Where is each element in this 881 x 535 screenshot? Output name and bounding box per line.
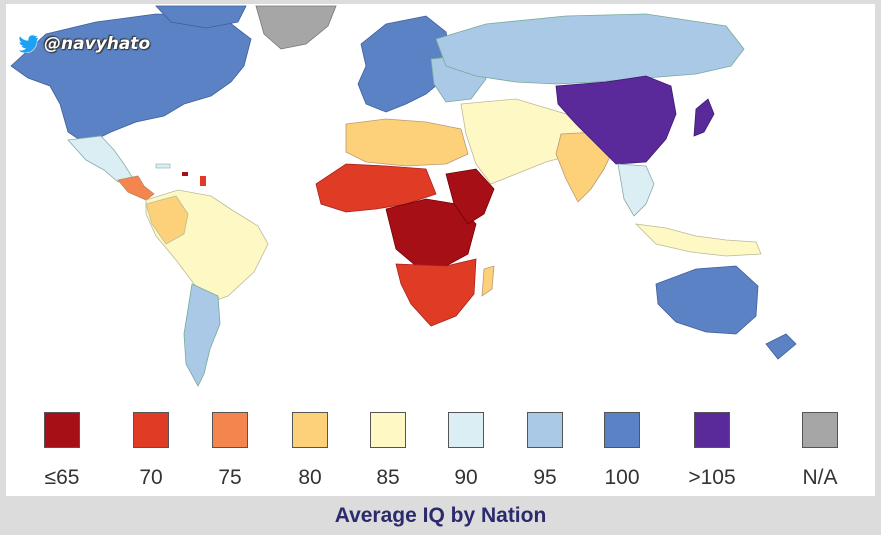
map-panel: @navyhato ≤65 70 75 80 85 90 95 100 >105… <box>6 4 875 496</box>
legend-swatch-85 <box>370 412 406 448</box>
region-europe <box>357 15 452 113</box>
twitter-bird-icon <box>18 35 40 53</box>
region-indonesia <box>634 223 762 257</box>
region-caribbean-1 <box>155 163 171 169</box>
legend-swatch-70 <box>133 412 169 448</box>
legend-label-85: 85 <box>376 466 400 489</box>
watermark: @navyhato <box>18 34 150 54</box>
region-middle-east <box>460 98 587 185</box>
legend-swatch-100 <box>604 412 640 448</box>
legend-label-95: 95 <box>533 466 557 489</box>
legend-label-na: N/A <box>802 466 838 489</box>
legend-label-90: 90 <box>454 466 478 489</box>
legend-swatch-75 <box>212 412 248 448</box>
legend-swatch-95 <box>527 412 563 448</box>
region-north-africa <box>345 118 469 167</box>
legend-swatch-90 <box>448 412 484 448</box>
legend-label-gt105: >105 <box>688 466 736 489</box>
region-greenland <box>255 5 337 50</box>
region-madagascar <box>481 265 495 297</box>
watermark-handle: @navyhato <box>44 34 151 54</box>
region-russia <box>435 13 745 85</box>
region-west-africa <box>315 163 437 213</box>
region-central-america <box>117 175 155 201</box>
legend-swatch-na <box>802 412 838 448</box>
region-southeast-asia <box>617 163 655 217</box>
legend-label-70: 70 <box>139 466 163 489</box>
legend-label-100: 100 <box>604 466 640 489</box>
legend-label-le65: ≤65 <box>44 466 80 489</box>
region-arctic-islands <box>155 5 247 29</box>
world-map <box>10 5 797 387</box>
region-central-africa <box>385 198 477 267</box>
region-east-africa <box>445 168 495 225</box>
legend-swatch-le65 <box>44 412 80 448</box>
region-caribbean-2 <box>200 176 206 186</box>
legend-label-80: 80 <box>298 466 322 489</box>
legend-swatch-80 <box>292 412 328 448</box>
legend-label-75: 75 <box>218 466 242 489</box>
region-east-asia <box>555 75 677 165</box>
region-south-america-south <box>183 283 221 387</box>
region-haiti <box>182 172 188 176</box>
region-southern-africa <box>395 258 477 327</box>
legend-swatch-gt105 <box>694 412 730 448</box>
region-new-zealand <box>765 333 797 360</box>
region-australia <box>655 265 759 335</box>
region-andes <box>145 195 189 245</box>
region-japan <box>693 98 715 137</box>
map-caption: Average IQ by Nation <box>334 504 547 527</box>
region-north-america <box>10 13 252 145</box>
region-mexico <box>67 135 135 183</box>
